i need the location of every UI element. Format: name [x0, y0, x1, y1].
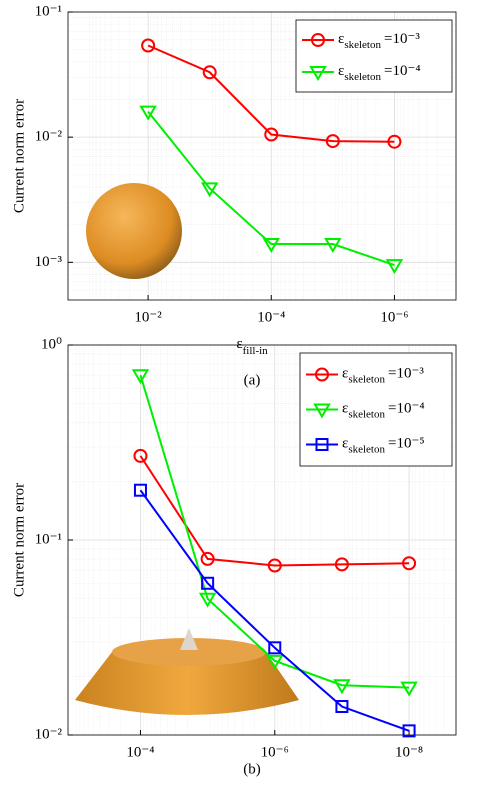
y-tick-label: 10⁻¹: [35, 3, 62, 19]
figure: 10⁻² 10⁻⁴ 10⁻⁶ 10⁻³ 10⁻² 10⁻¹ Current norm err…: [0, 0, 477, 787]
x-tick-label: 10⁻⁶: [261, 744, 289, 760]
legend-tail: =10⁻⁴: [384, 63, 421, 79]
y-tick-label: 10⁻³: [35, 254, 63, 270]
x-tick-label: 10⁻⁴: [257, 309, 285, 325]
legend: εskeleton=10⁻³εskeleton=10⁻⁴εskeleton=10…: [300, 353, 452, 466]
y-axis-label: Current norm error: [11, 99, 27, 213]
x-tick-label: 10⁻²: [134, 309, 162, 325]
inset-sphere: [86, 183, 182, 279]
x-tick-label: 10⁻⁶: [380, 309, 408, 325]
y-tick-label: 10⁰: [41, 336, 62, 352]
sphere-image: [86, 183, 182, 279]
legend-tail: =10⁻³: [388, 366, 424, 382]
legend-subscript: skeleton: [344, 71, 381, 83]
caption: (b): [243, 761, 261, 777]
legend-tail: =10⁻⁴: [388, 401, 425, 417]
caption: (a): [244, 372, 261, 388]
legend-subscript: skeleton: [348, 408, 385, 420]
legend-tail: =10⁻³: [384, 31, 420, 47]
y-tick-label: 10⁻²: [35, 726, 63, 742]
legend-subscript: skeleton: [344, 39, 381, 51]
legend-subscript: skeleton: [348, 443, 385, 455]
legend-tail: =10⁻⁵: [388, 436, 425, 452]
x-tick-label: 10⁻⁴: [126, 744, 154, 760]
x-tick-label: 10⁻⁸: [395, 744, 423, 760]
y-tick-label: 10⁻¹: [35, 531, 62, 547]
legend-subscript: skeleton: [348, 373, 385, 385]
y-tick-label: 10⁻²: [35, 129, 63, 145]
y-axis-label: Current norm error: [11, 483, 27, 597]
x-axis-label-subscript: fill-in: [243, 345, 269, 357]
